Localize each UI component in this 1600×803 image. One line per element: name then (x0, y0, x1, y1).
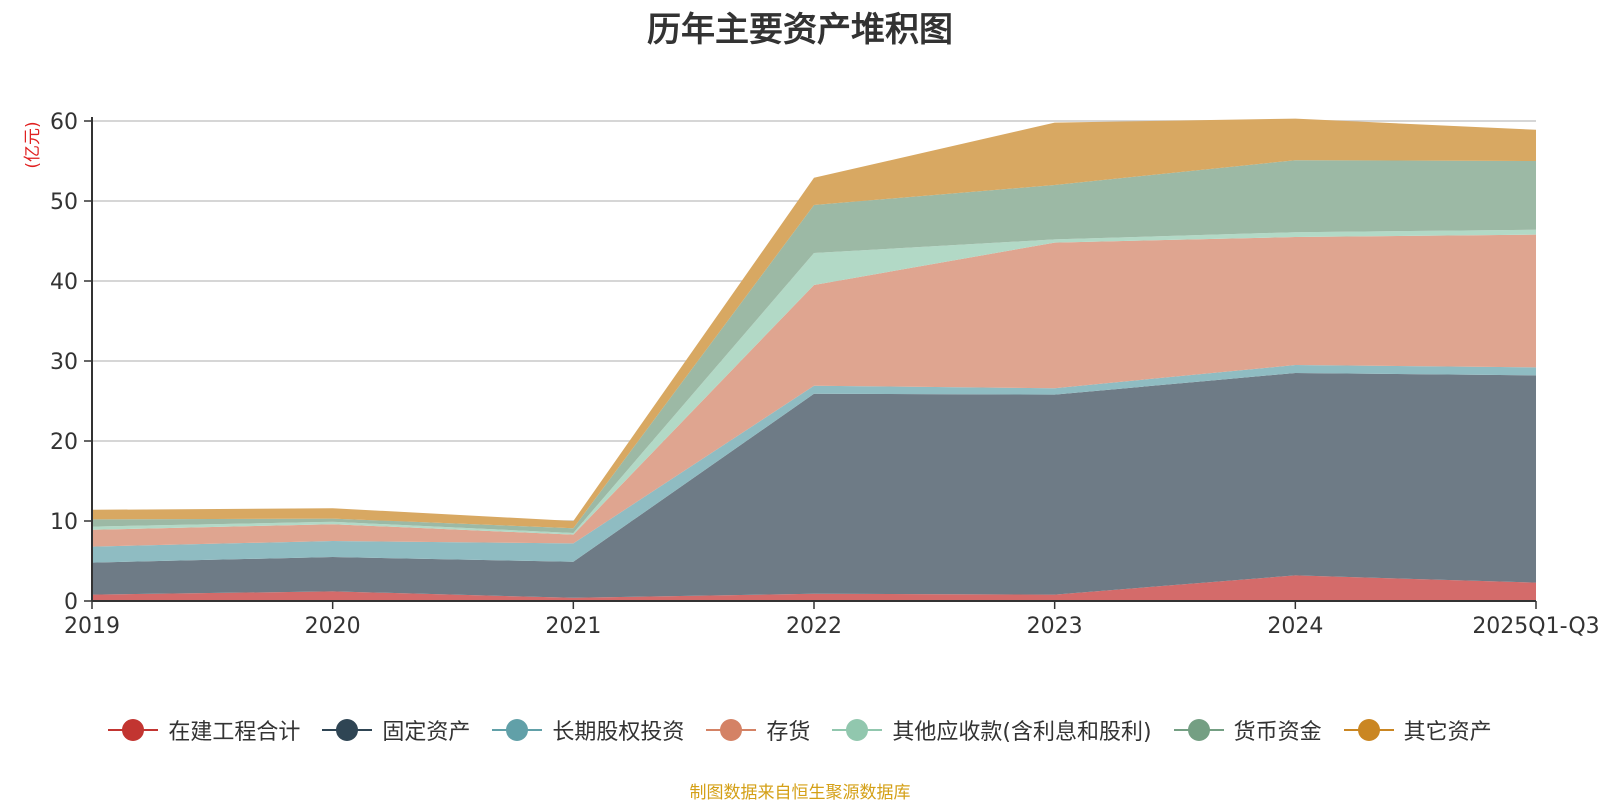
legend-label: 固定资产 (382, 720, 471, 745)
series-area-6 (92, 118, 1536, 529)
legend-dot-icon (720, 719, 743, 741)
legend-dot-icon (336, 719, 359, 741)
x-tick-label: 2023 (1027, 614, 1083, 639)
x-tick-label: 2021 (545, 614, 601, 639)
series-area-1 (92, 373, 1536, 598)
y-tick-label: 50 (50, 190, 78, 215)
legend-marker-icon (492, 717, 543, 743)
legend-label: 在建工程合计 (168, 720, 301, 745)
legend-label: 其他应收款(含利息和股利) (892, 720, 1152, 745)
legend-label: 长期股权投资 (552, 720, 685, 745)
series-area-5 (92, 160, 1536, 533)
legend: 在建工程合计 固定资产 长期股权投资 存货 其他应收款(含利息和股利) 货币资金 其它资产 (0, 714, 1600, 746)
series-area-3 (92, 234, 1536, 547)
legend-item[interactable]: 其他应收款(含利息和股利) (832, 714, 1152, 746)
legend-item[interactable]: 固定资产 (322, 714, 470, 746)
x-tick-label: 2020 (305, 614, 361, 639)
legend-label: 存货 (766, 720, 811, 745)
legend-item[interactable]: 货币资金 (1173, 714, 1322, 746)
legend-marker-icon (1173, 717, 1224, 743)
source-note: 制图数据来自恒生聚源数据库 (689, 783, 911, 803)
legend-label: 货币资金 (1233, 720, 1322, 745)
y-axis-unit-label: (亿元) (23, 121, 43, 168)
legend-marker-icon (108, 717, 159, 743)
legend-label: 其它资产 (1403, 720, 1492, 745)
legend-dot-icon (1187, 719, 1210, 741)
axes: 0 10 20 30 40 50 60 2019 2020 2021 2022 2023 2024 202… (50, 110, 1600, 639)
chart-title: 历年主要资产堆积图 (647, 10, 953, 50)
x-tick-label: 2022 (786, 614, 842, 639)
legend-item[interactable]: 长期股权投资 (492, 714, 684, 746)
y-tick-label: 10 (50, 510, 78, 535)
stacked-areas (92, 118, 1536, 601)
legend-dot-icon (122, 719, 145, 741)
legend-marker-icon (832, 717, 883, 743)
legend-marker-icon (706, 717, 757, 743)
y-tick-label: 20 (50, 430, 78, 455)
legend-marker-icon (1343, 717, 1394, 743)
legend-item[interactable]: 在建工程合计 (108, 714, 300, 746)
legend-dot-icon (506, 719, 529, 741)
legend-marker-icon (322, 717, 373, 743)
legend-item[interactable]: 其它资产 (1343, 714, 1492, 746)
x-tick-label: 2025Q1-Q3 (1472, 614, 1599, 639)
y-tick-label: 30 (50, 350, 78, 375)
x-tick-label: 2019 (64, 614, 120, 639)
legend-item[interactable]: 存货 (706, 714, 810, 746)
legend-dot-icon (1357, 719, 1380, 741)
y-tick-label: 40 (50, 270, 78, 295)
series-area-0 (92, 575, 1536, 601)
x-tick-label: 2024 (1267, 614, 1323, 639)
y-tick-label: 0 (64, 590, 78, 615)
y-tick-label: 60 (50, 110, 78, 135)
legend-dot-icon (846, 719, 869, 741)
